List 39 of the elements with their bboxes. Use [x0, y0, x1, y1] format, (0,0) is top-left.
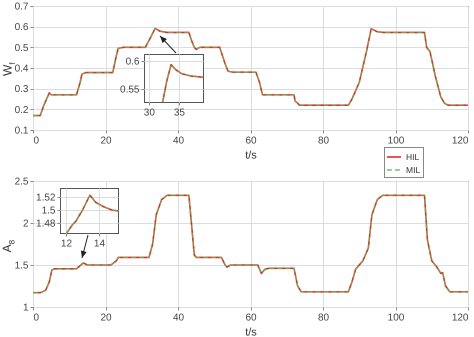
x-tick-label: 40 — [172, 136, 184, 146]
y-tick-label: 0.55 — [120, 84, 140, 96]
legend-label: MIL — [406, 165, 420, 175]
y-tick-label: 1.5 — [42, 206, 56, 217]
y-tick-label: 0.3 — [14, 84, 29, 96]
x-tick-label: 80 — [318, 312, 330, 324]
x-tick-label: 20 — [100, 136, 112, 146]
y-tick-label: 0.7 — [14, 2, 29, 12]
y-tick-label: 0.6 — [14, 22, 29, 34]
x-tick-label: 14 — [94, 238, 106, 250]
x-axis-title: t/s — [245, 150, 258, 162]
x-tick-label: 60 — [245, 312, 257, 324]
x-tick-label: 40 — [172, 312, 184, 324]
x-tick-label: 80 — [318, 136, 330, 146]
y-tick-label: 0.5 — [14, 42, 29, 54]
y-tick-label: 0.4 — [14, 64, 29, 74]
x-tick-label: 35 — [174, 108, 186, 118]
y-tick-label: 1.48 — [36, 218, 56, 230]
x-tick-label: 100 — [388, 312, 405, 324]
x-tick-label: 30 — [144, 108, 156, 118]
y-tick-label: 1.5 — [14, 260, 29, 272]
y-tick-label: 1.52 — [36, 192, 56, 204]
y-tick-label: 1 — [22, 302, 29, 314]
y-tick-label: 0.1 — [14, 126, 29, 136]
x-tick-label: 60 — [245, 136, 257, 146]
y-tick-label: 2 — [22, 218, 29, 230]
x-axis-title: t/s — [245, 326, 258, 337]
x-tick-label: 0 — [34, 312, 40, 324]
y-tick-label: 2.5 — [14, 176, 29, 188]
y-tick-label: 0.6 — [126, 56, 140, 68]
x-tick-label: 120 — [452, 312, 469, 324]
x-tick-label: 100 — [388, 136, 405, 146]
line-series — [33, 28, 468, 116]
x-tick-label: 20 — [100, 312, 112, 324]
x-tick-label: 12 — [60, 238, 72, 250]
legend-label: HIL — [406, 152, 420, 162]
x-tick-label: 0 — [34, 136, 40, 146]
x-tick-label: 120 — [452, 136, 469, 146]
y-tick-label: 0.2 — [14, 104, 29, 116]
